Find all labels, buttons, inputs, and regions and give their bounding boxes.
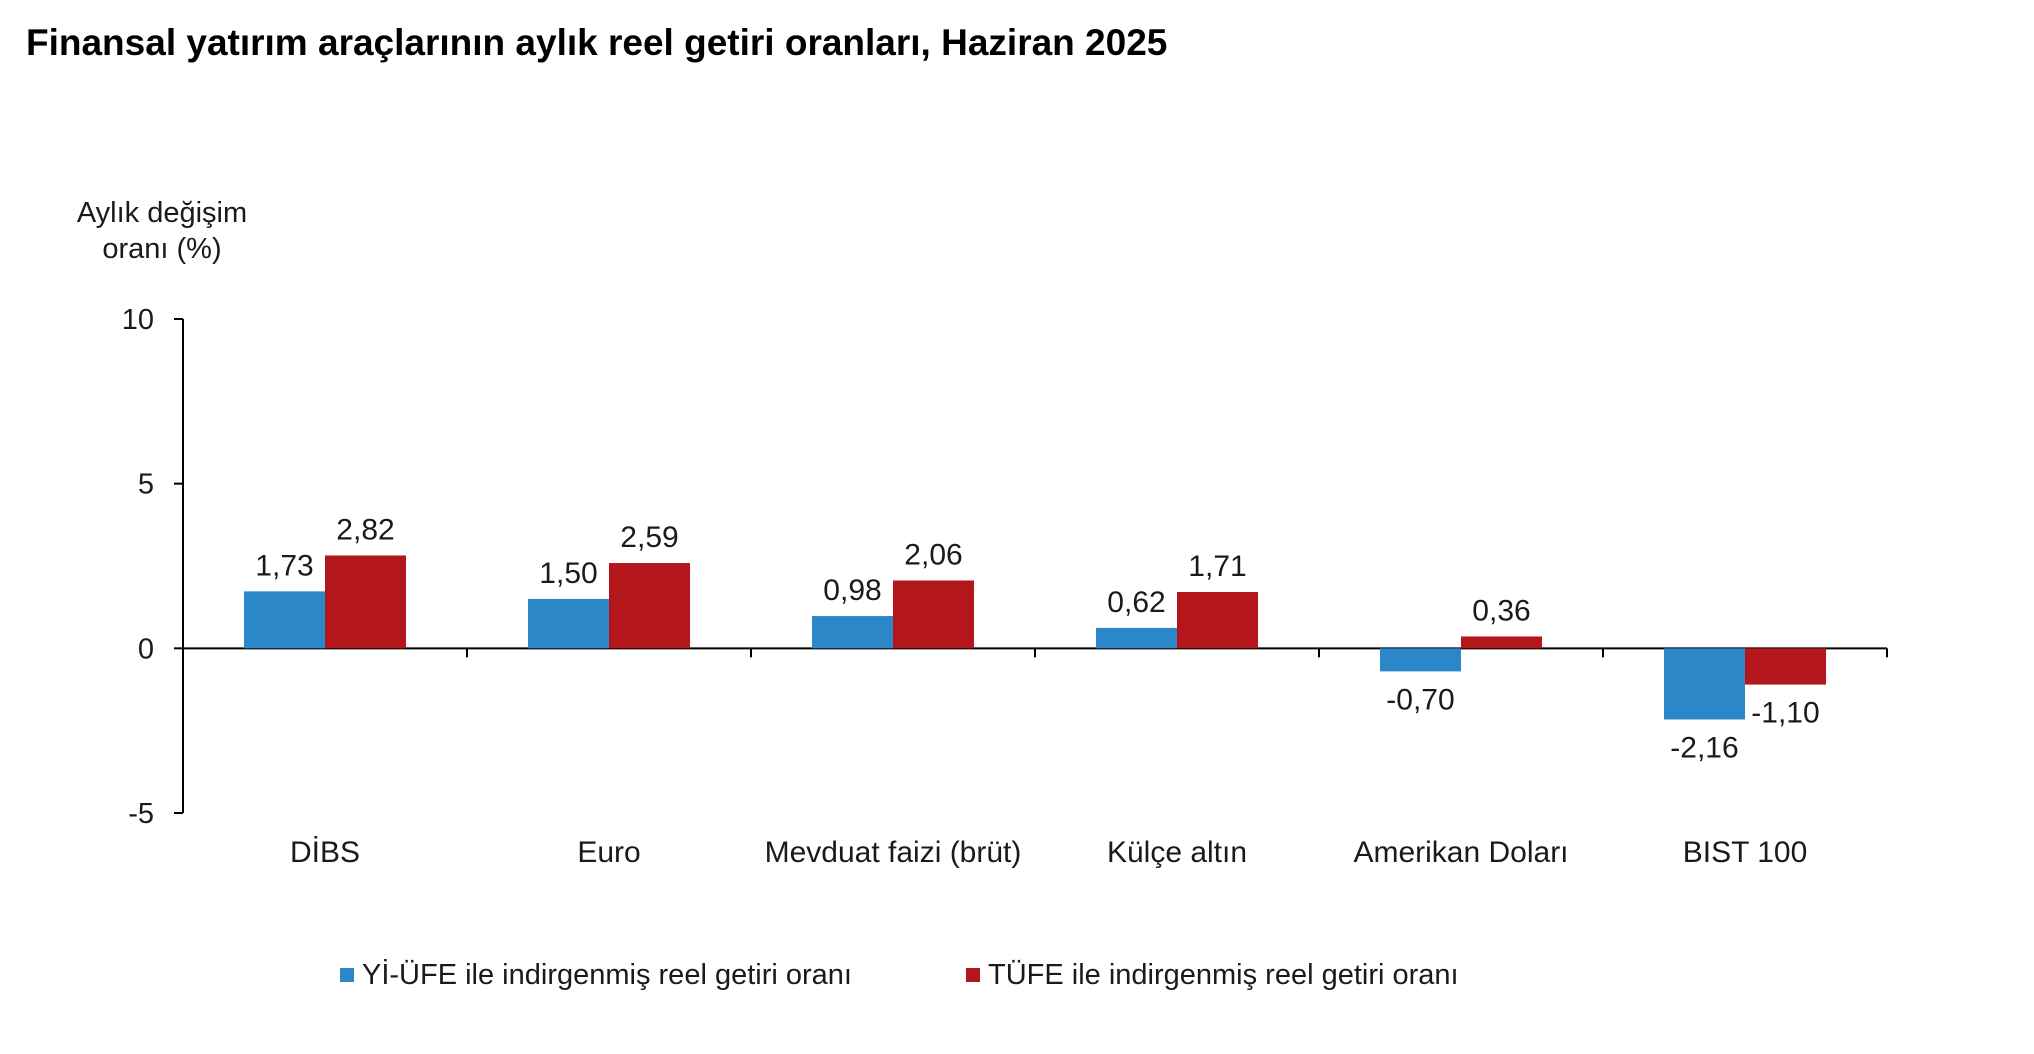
data-label: 1,73 xyxy=(255,549,313,582)
bar xyxy=(1096,627,1177,649)
y-axis-ticks: 10 5 0 -5 xyxy=(122,304,183,830)
data-label: 0,36 xyxy=(1472,594,1530,627)
y-tick-label: 10 xyxy=(122,304,154,336)
bar xyxy=(1745,648,1826,685)
category-label: Euro xyxy=(577,836,640,869)
data-label: -1,10 xyxy=(1751,697,1819,730)
category-label: Külçe altın xyxy=(1107,836,1247,869)
data-label: 1,50 xyxy=(539,557,597,590)
data-label: -2,16 xyxy=(1670,731,1738,764)
category-label: DİBS xyxy=(290,836,360,869)
data-label: 2,59 xyxy=(620,521,678,554)
legend: Yİ-ÜFE ile indirgenmiş reel getiri oranı… xyxy=(340,958,1459,991)
legend-swatch xyxy=(966,968,980,982)
data-labels: 1,73 2,82 1,50 2,59 0,98 2,06 0,62 1,71 -0,70 0,3… xyxy=(255,513,1819,764)
bar xyxy=(1380,648,1461,672)
bar xyxy=(1177,592,1258,649)
data-label: 0,62 xyxy=(1107,586,1165,619)
legend-label: TÜFE ile indirgenmiş reel getiri oranı xyxy=(988,959,1459,991)
data-label: 2,82 xyxy=(336,513,394,546)
data-label: 2,06 xyxy=(904,538,962,571)
category-label: BIST 100 xyxy=(1683,836,1808,869)
y-axis-label-line: oranı (%) xyxy=(102,233,221,265)
y-tick-label: 0 xyxy=(138,633,154,665)
y-tick-label: 5 xyxy=(138,469,154,501)
chart-title: Finansal yatırım araçlarının aylık reel … xyxy=(26,22,1168,63)
bar xyxy=(609,563,690,649)
legend-label: Yİ-ÜFE ile indirgenmiş reel getiri oranı xyxy=(362,958,852,991)
bar xyxy=(1664,648,1745,720)
y-axis-label-line: Aylık değişim xyxy=(77,197,247,229)
data-label: 1,71 xyxy=(1188,550,1246,583)
data-label: -0,70 xyxy=(1386,683,1454,716)
category-label: Mevduat faizi (brüt) xyxy=(765,836,1022,869)
category-labels: DİBS Euro Mevduat faizi (brüt) Külçe altın A… xyxy=(290,836,1807,869)
data-label: 0,98 xyxy=(823,574,881,607)
y-tick-label: -5 xyxy=(128,798,154,830)
bar xyxy=(812,616,893,649)
y-axis-label: Aylık değişim oranı (%) xyxy=(77,197,247,265)
category-label: Amerikan Doları xyxy=(1353,836,1568,869)
bar xyxy=(528,598,609,649)
bar xyxy=(244,591,325,649)
bars xyxy=(244,555,1826,720)
bar xyxy=(893,580,974,649)
legend-swatch xyxy=(340,968,354,982)
bar xyxy=(325,555,406,649)
bar xyxy=(1461,636,1542,649)
axes xyxy=(182,319,1888,813)
